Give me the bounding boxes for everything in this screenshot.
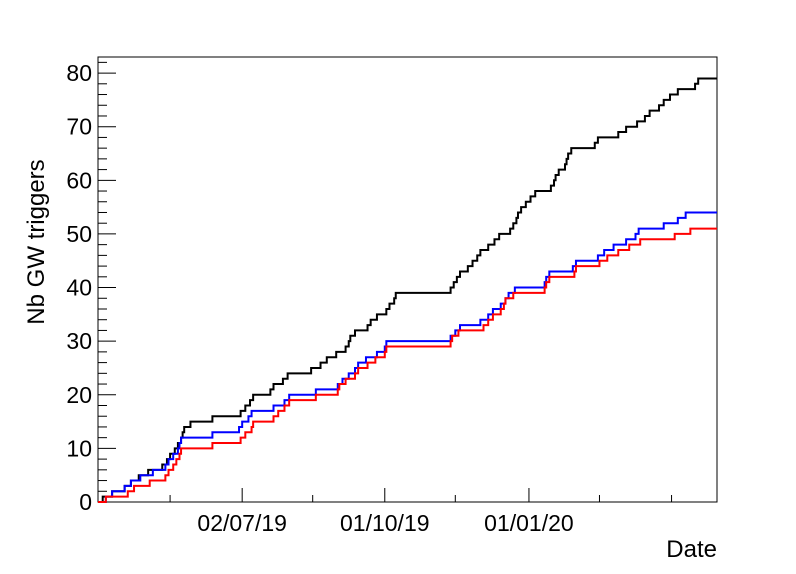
x-axis-title: Date: [666, 536, 717, 563]
y-tick-label: 60: [66, 167, 92, 193]
y-tick-label: 70: [66, 114, 92, 140]
plot-frame: [97, 56, 718, 503]
x-tick-label: 02/07/19: [197, 510, 287, 536]
axes: 0 10 20 30 40 50 60 70 80 02/07/19 01/10/19 01/01/2…: [66, 56, 718, 536]
y-tick-label: 20: [66, 382, 92, 408]
y-tick-label: 10: [66, 435, 92, 461]
y-tick-label: 50: [66, 221, 92, 247]
y-tick-label: 30: [66, 328, 92, 354]
y-tick-label: 80: [66, 60, 92, 86]
y-axis-title: Nb GW triggers: [23, 159, 50, 324]
series-line-1: [98, 77, 717, 503]
y-tick-label: 40: [66, 275, 92, 301]
y-tick-label: 0: [79, 489, 92, 515]
series-layer: [98, 77, 717, 503]
series-line-3: [98, 227, 717, 503]
series-line-2: [98, 211, 717, 503]
x-tick-label: 01/01/20: [484, 510, 574, 536]
x-tick-label: 01/10/19: [340, 510, 430, 536]
